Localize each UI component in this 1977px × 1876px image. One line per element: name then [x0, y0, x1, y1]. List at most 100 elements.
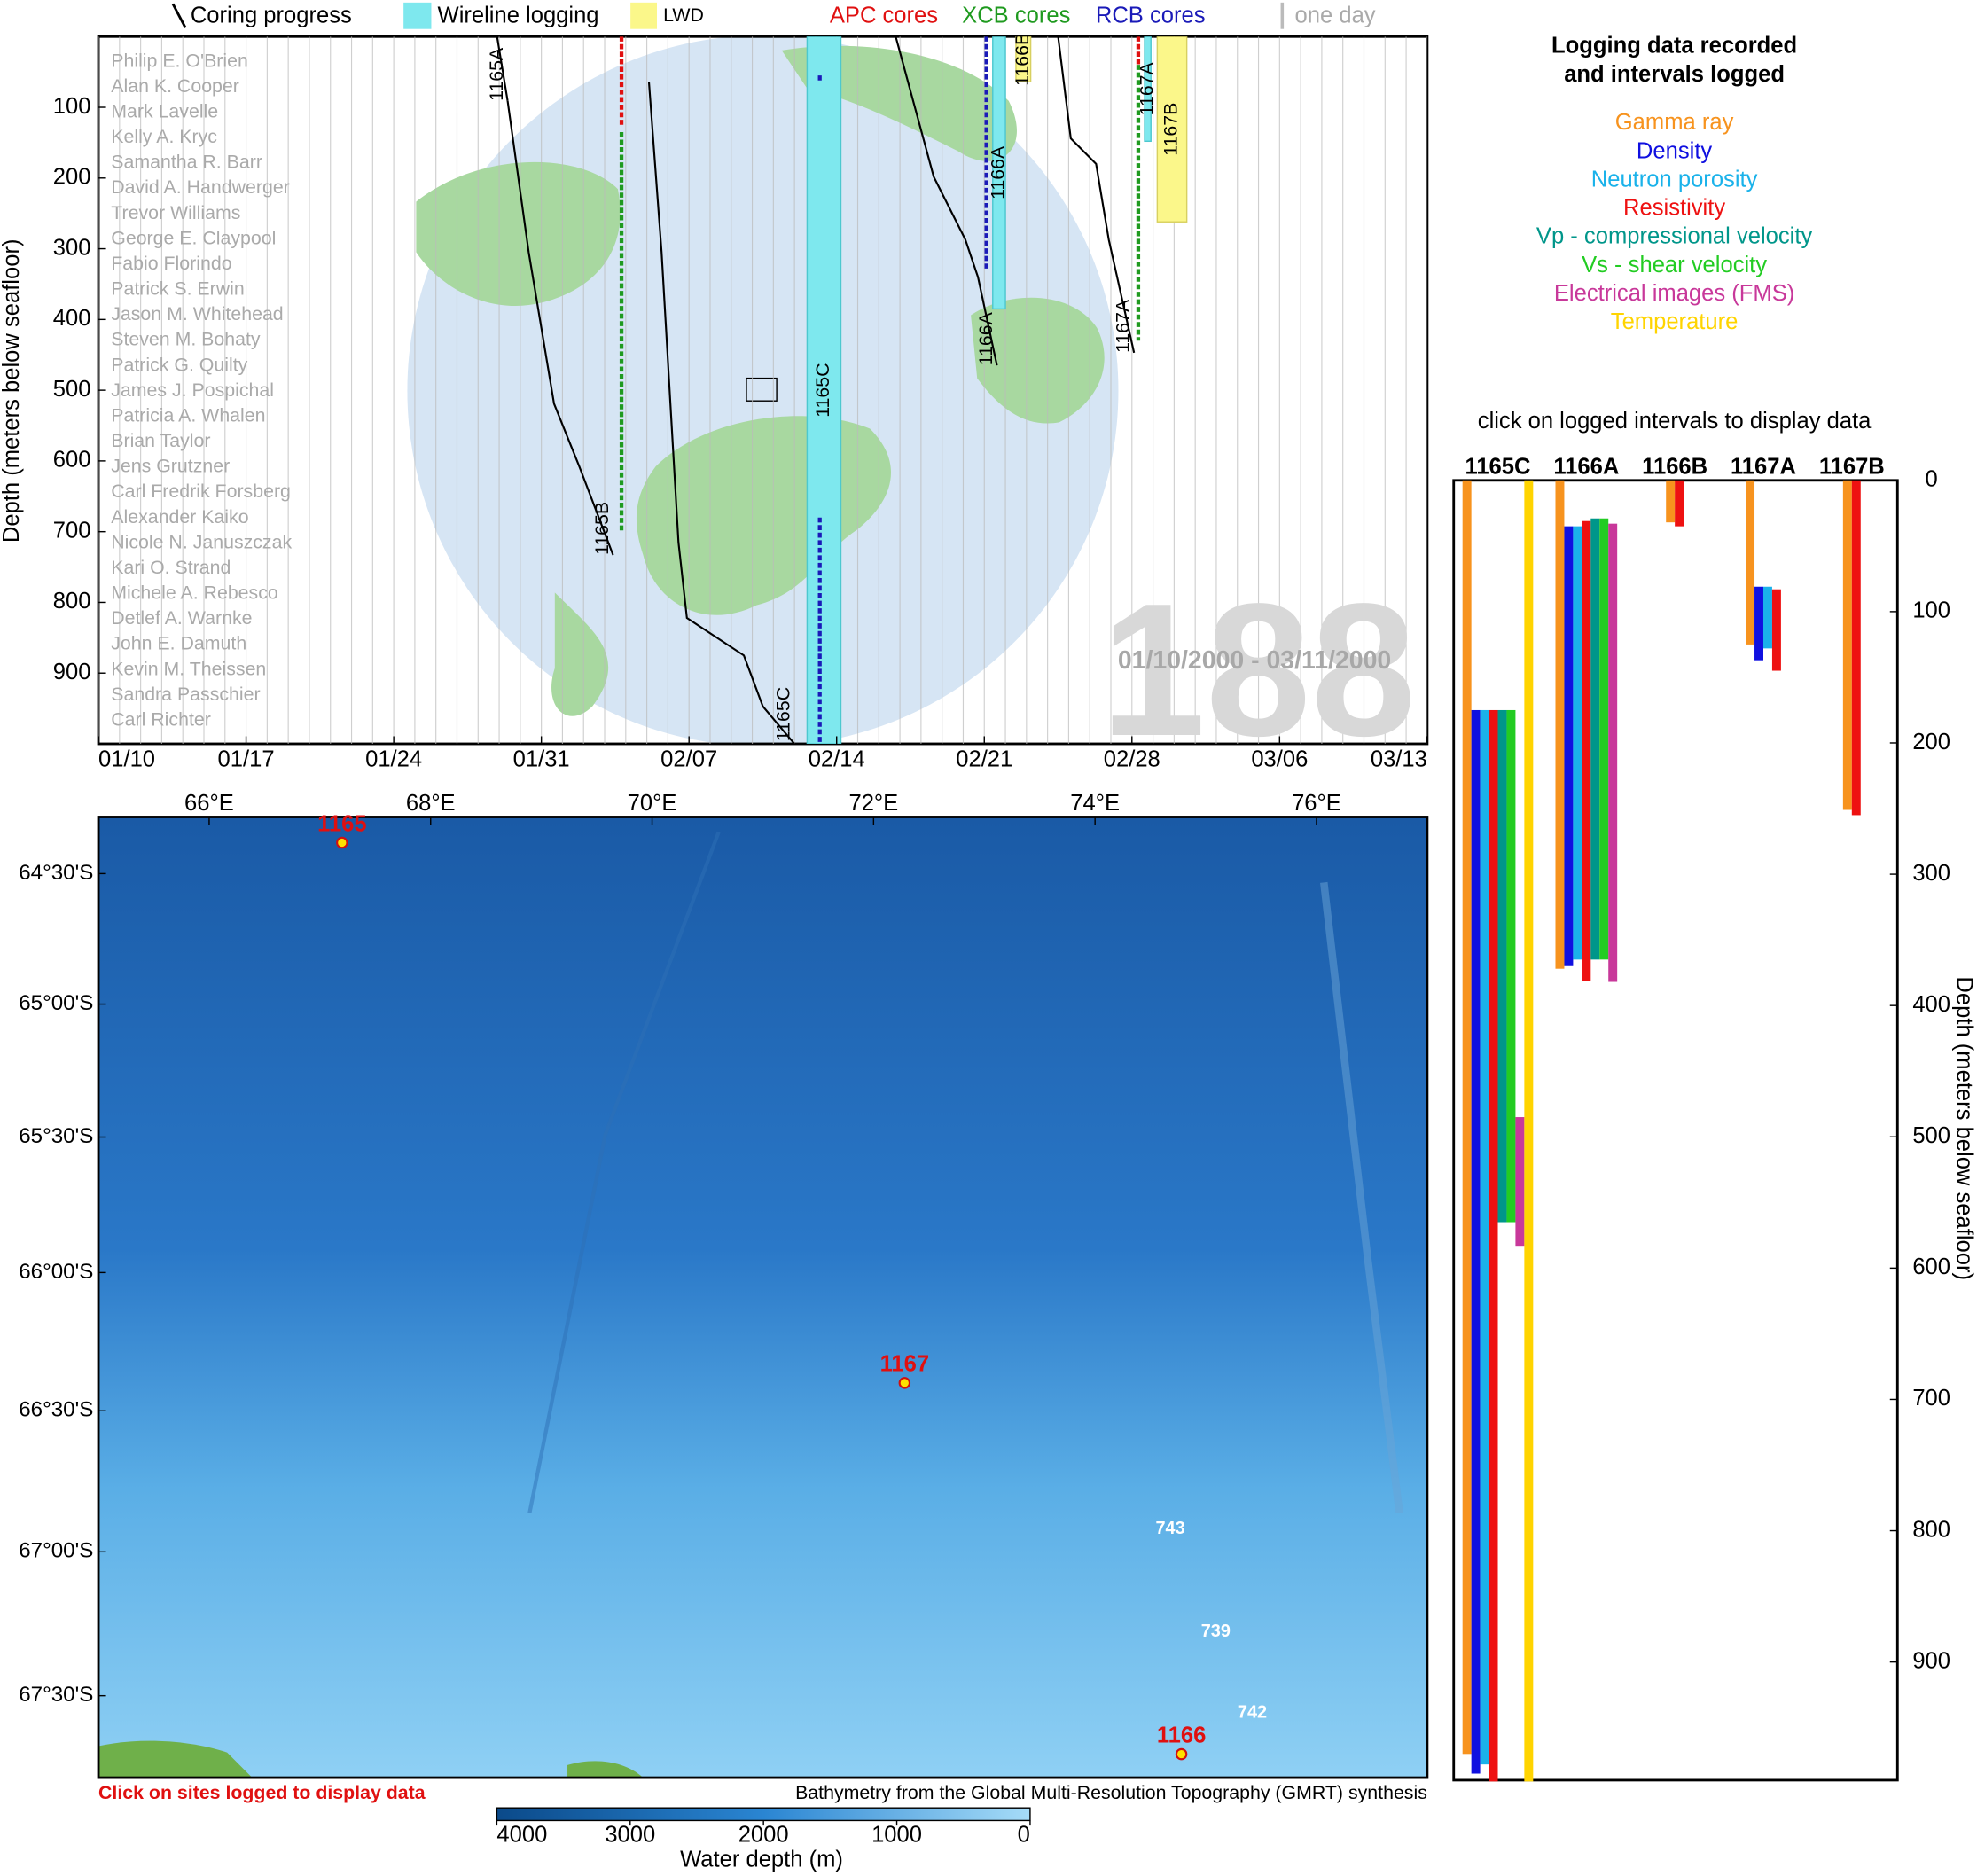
- expedition-number: 188: [1100, 565, 1416, 776]
- map: 66°E 68°E 70°E 72°E 74°E 76°E 64°30'S 65°00'S 65…: [19, 791, 1427, 1872]
- y-tick-label: 66°30'S: [19, 1398, 93, 1422]
- logged-interval[interactable]: [1515, 1117, 1525, 1247]
- scientist-name: Jason M. Whitehead: [111, 303, 283, 324]
- logged-interval[interactable]: [1480, 709, 1489, 1765]
- logged-interval[interactable]: [1754, 586, 1763, 661]
- coring-progress: [647, 82, 795, 745]
- y-tick-label: 100: [53, 94, 91, 119]
- y-tick-label: 700: [53, 518, 91, 543]
- hole-label: 1165C: [772, 687, 793, 741]
- log-legend-entry: Density: [1637, 138, 1713, 163]
- legend-wireline: Wireline logging: [438, 3, 599, 27]
- logged-interval[interactable]: [1506, 709, 1516, 1223]
- logged-interval[interactable]: [1851, 480, 1861, 816]
- logged-interval[interactable]: [1471, 709, 1481, 1774]
- map-instruction: Click on sites logged to display data: [98, 1782, 426, 1803]
- hole-header: 1166B: [1642, 454, 1707, 479]
- logged-interval[interactable]: [1497, 709, 1507, 1223]
- scientist-name: Brian Taylor: [111, 430, 210, 451]
- logged-interval[interactable]: [1842, 480, 1852, 810]
- coring-progress: [1057, 36, 1136, 354]
- logged-interval[interactable]: [1666, 480, 1676, 523]
- logged-interval[interactable]: [1771, 589, 1781, 671]
- y-tick-label: 500: [53, 377, 91, 402]
- logged-interval[interactable]: [1746, 480, 1755, 645]
- scientist-name: Alan K. Cooper: [111, 75, 239, 97]
- logged-interval[interactable]: [1608, 523, 1618, 982]
- hole-header: 1167B: [1819, 454, 1885, 479]
- logged-interval[interactable]: [1524, 480, 1534, 1782]
- scientist-name: Kari O. Strand: [111, 557, 231, 578]
- hole-header: 1166A: [1553, 454, 1619, 479]
- site-label[interactable]: 1167: [880, 1352, 930, 1377]
- logged-interval[interactable]: [1573, 526, 1582, 960]
- x-tick-label: 01/17: [218, 746, 275, 771]
- y-tick-label: 66°00'S: [19, 1260, 93, 1284]
- globe: [407, 36, 1119, 745]
- legend-lwd: LWD: [663, 4, 704, 26]
- bathymetry: [98, 817, 1427, 1778]
- colorbar-tick-label: 0: [1018, 1822, 1030, 1847]
- scientist-name: Patrick S. Erwin: [111, 278, 245, 300]
- x-tick-label: 72°E: [848, 791, 898, 816]
- hole-label: 1167B: [1160, 103, 1182, 156]
- lwd-interval: [1015, 36, 1032, 83]
- scientist-name: Fabio Florindo: [111, 253, 231, 274]
- y-tick-label: 500: [1912, 1123, 1950, 1148]
- y-tick-label: 100: [1912, 598, 1950, 623]
- logged-interval[interactable]: [1675, 480, 1684, 527]
- logged-interval[interactable]: [1590, 518, 1600, 960]
- logged-interval[interactable]: [1489, 709, 1498, 1782]
- site-marker[interactable]: [336, 836, 348, 849]
- x-tick-label: 02/14: [809, 746, 865, 771]
- scientist-name: Mark Lavelle: [111, 100, 218, 121]
- scientist-name: Sandra Passchier: [111, 684, 260, 705]
- logged-interval[interactable]: [1564, 526, 1574, 966]
- x-tick-label: 02/28: [1104, 746, 1160, 771]
- colorbar-label: Water depth (m): [680, 1848, 843, 1872]
- logged-interval[interactable]: [1762, 586, 1772, 649]
- site-label[interactable]: 1166: [1157, 1723, 1207, 1747]
- hole-label: 1166A: [975, 311, 996, 365]
- dsdp-site-label: 742: [1238, 1703, 1267, 1723]
- wireline-interval: [992, 36, 1006, 310]
- site-label[interactable]: 1165: [317, 811, 367, 836]
- x-tick-label: 02/21: [956, 746, 1012, 771]
- scientist-name: David A. Handwerger: [111, 176, 290, 198]
- scientist-name: George E. Claypool: [111, 227, 276, 248]
- logs-title: Logging data recorded: [1551, 33, 1797, 58]
- site-marker[interactable]: [898, 1377, 911, 1389]
- hole-header: 1167A: [1731, 454, 1796, 479]
- coring-progress: [895, 36, 998, 366]
- x-tick-label: 68°E: [406, 791, 456, 816]
- x-tick-label: 01/24: [365, 746, 422, 771]
- logged-interval[interactable]: [1582, 520, 1591, 981]
- scientist-name: Carl Fredrik Forsberg: [111, 481, 291, 502]
- scientist-name: Carl Richter: [111, 708, 211, 730]
- y-tick-label: 400: [1912, 992, 1950, 1017]
- y-axis-label: Depth (meters below seafloor): [0, 239, 24, 543]
- lwd-interval: [1156, 36, 1188, 223]
- scientist-name: Patrick G. Quilty: [111, 354, 247, 375]
- logs-instruction: click on logged intervals to display dat…: [1478, 409, 1872, 434]
- logged-interval[interactable]: [1462, 480, 1472, 1755]
- coring-progress: [506, 100, 614, 556]
- dsdp-site-label: 739: [1201, 1622, 1231, 1641]
- logged-interval[interactable]: [1555, 480, 1565, 969]
- y-tick-label: 800: [1912, 1517, 1950, 1542]
- y-tick-label: 600: [1912, 1255, 1950, 1279]
- x-tick-label: 70°E: [628, 791, 677, 816]
- scientist-name: Kevin M. Theissen: [111, 658, 266, 679]
- y-tick-label: 64°30'S: [19, 861, 93, 885]
- timeline-plot: 1165C 1166A 1167A 1166B 1167B 1165A 1165B 1165C…: [98, 36, 1427, 745]
- logged-interval[interactable]: [1599, 518, 1609, 960]
- y-tick-label: 0: [1926, 467, 1938, 492]
- coring-progress: [496, 36, 509, 102]
- site-marker[interactable]: [1175, 1747, 1188, 1761]
- y-tick-label: 900: [1912, 1648, 1950, 1673]
- log-legend-entry: Electrical images (FMS): [1554, 281, 1794, 306]
- legend-rcb: RCB cores: [1096, 3, 1206, 27]
- x-tick-label: 74°E: [1070, 791, 1120, 816]
